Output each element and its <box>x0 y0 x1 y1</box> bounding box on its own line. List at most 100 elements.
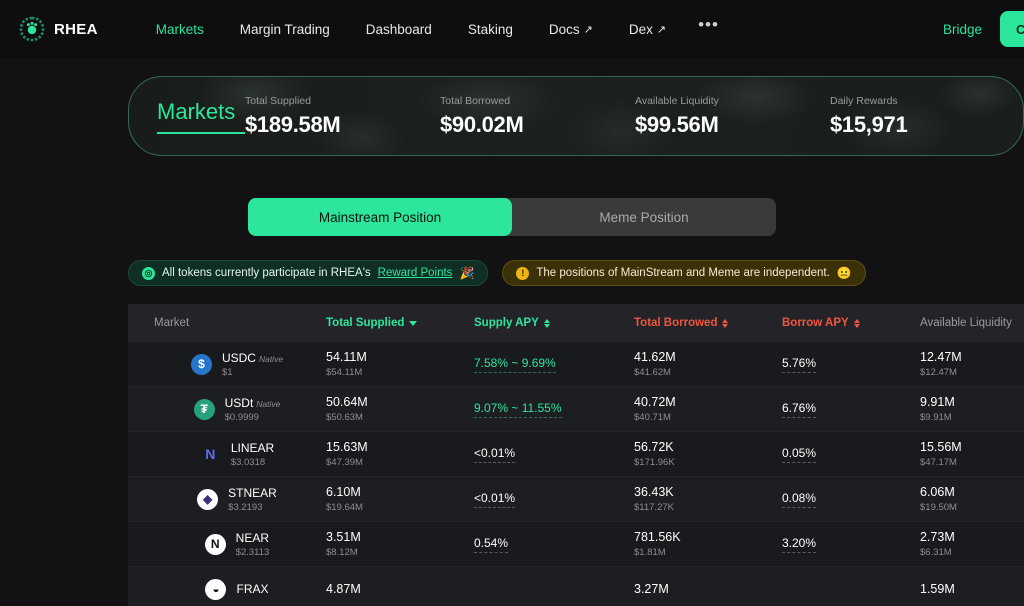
cell-available-liquidity: 2.73M $6.31M <box>920 530 1024 558</box>
sort-icon[interactable] <box>722 318 729 328</box>
reward-points-link[interactable]: Reward Points <box>377 267 453 279</box>
wreath-paw-logo-icon <box>18 15 46 43</box>
token-name: USDC Native <box>221 350 284 365</box>
nav-item-markets[interactable]: Markets <box>138 16 222 43</box>
nav-item-markets-label: Markets <box>155 21 204 37</box>
notice-text: All tokens currently participate in RHEA… <box>162 267 371 279</box>
neutral-face-emoji-icon: 😐 <box>836 266 852 280</box>
token-price: $3.0318 <box>230 456 266 468</box>
notice-text: The positions of MainStream and Meme are… <box>536 267 830 279</box>
total-supplied-usd: $54.11M <box>326 367 363 378</box>
cell-total-supplied: 3.51M $8.12M <box>326 530 474 558</box>
supply-apy-value[interactable]: <0.01% <box>474 446 516 463</box>
nav-item-dex[interactable]: Dex ↗ <box>611 16 684 43</box>
stat-value: $90.02M <box>440 111 524 137</box>
cell-total-borrowed: 36.43K $117.27K <box>634 485 782 513</box>
available-liquidity-usd: $12.47M <box>920 367 957 378</box>
table-body: $ USDC Native $1 54.11M $54.11M 7.58% ~ 9.69% 4… <box>128 342 1024 606</box>
column-header-supply-apy[interactable]: Supply APY <box>474 317 634 329</box>
total-borrowed-usd: $171.96K <box>634 457 675 468</box>
brand-logo-link[interactable]: RHEA <box>18 15 98 43</box>
available-liquidity-value: 6.06M <box>920 485 955 499</box>
nav-links: Markets Margin Trading Dashboard Staking… <box>138 16 733 43</box>
total-supplied-value: 3.51M <box>326 530 361 544</box>
cell-supply-apy: 0.54% <box>474 536 634 553</box>
cell-total-supplied: 54.11M $54.11M <box>326 350 474 378</box>
borrow-apy-value[interactable]: 0.08% <box>782 491 817 508</box>
toggle-mainstream-position[interactable]: Mainstream Position <box>248 198 512 236</box>
usdt-token-icon: ₮ <box>193 398 215 420</box>
hero-title-box: Markets <box>129 99 245 134</box>
token-meta: STNEAR $3.2193 <box>228 486 277 513</box>
connect-wallet-button[interactable]: C <box>1000 11 1024 47</box>
external-link-icon: ↗ <box>656 23 667 36</box>
page-title: Markets <box>157 98 236 124</box>
table-row[interactable]: N NEAR $2.3113 3.51M $8.12M 0.54% 781.56K $1.81… <box>128 522 1024 567</box>
total-supplied-value: 50.64M <box>326 395 368 409</box>
markets-table: Market Total Supplied Supply APY Total B… <box>128 304 1024 606</box>
table-row[interactable]: ₮ USDt Native $0.9999 50.64M $50.63M 9.07% ~ 1… <box>128 387 1024 432</box>
sort-desc-icon[interactable] <box>409 320 418 326</box>
total-borrowed-usd: $117.27K <box>634 502 674 513</box>
nav-item-margin-trading[interactable]: Margin Trading <box>222 16 348 43</box>
sort-icon[interactable] <box>853 318 860 328</box>
hero-section: Markets Total Supplied $189.58M Total Bo… <box>0 58 1024 156</box>
supply-apy-value[interactable]: 7.58% ~ 9.69% <box>474 356 556 373</box>
nav-item-dashboard[interactable]: Dashboard <box>348 16 450 43</box>
usdc-token-icon: $ <box>190 353 212 375</box>
position-toggle: Mainstream Position Meme Position <box>248 198 776 236</box>
table-header-row: Market Total Supplied Supply APY Total B… <box>128 304 1024 342</box>
column-header-borrow-apy[interactable]: Borrow APY <box>782 317 920 329</box>
position-toggle-wrap: Mainstream Position Meme Position <box>0 198 1024 236</box>
total-borrowed-usd: $41.62M <box>634 367 671 378</box>
toggle-meme-position[interactable]: Meme Position <box>599 209 689 225</box>
supply-apy-value[interactable]: 9.07% ~ 11.55% <box>474 401 562 418</box>
sort-icon[interactable] <box>543 318 550 328</box>
total-borrowed-value: 781.56K <box>634 530 681 544</box>
nav-item-staking[interactable]: Staking <box>450 16 531 43</box>
supply-apy-value[interactable]: <0.01% <box>474 491 516 508</box>
column-header-available-liquidity: Available Liquidity <box>920 317 1024 329</box>
column-label: Available Liquidity <box>920 317 1012 329</box>
bridge-link[interactable]: Bridge <box>942 21 982 37</box>
stat-value: $15,971 <box>830 111 908 137</box>
nav-more-icon[interactable]: ••• <box>698 15 719 34</box>
available-liquidity-value: 12.47M <box>920 350 962 364</box>
token-name-sub: Native <box>258 353 284 364</box>
column-header-total-supplied[interactable]: Total Supplied <box>326 317 474 329</box>
token-price: $0.9999 <box>224 411 259 423</box>
token-price: $2.3113 <box>235 546 270 558</box>
supply-apy-value[interactable]: 0.54% <box>474 536 509 553</box>
top-navbar: RHEA Markets Margin Trading Dashboard St… <box>0 0 1024 58</box>
column-header-total-borrowed[interactable]: Total Borrowed <box>634 317 782 329</box>
cell-total-borrowed: 3.27M <box>634 582 782 596</box>
total-borrowed-value: 40.72M <box>634 395 676 409</box>
token-price: $1 <box>221 366 233 378</box>
brand-name: RHEA <box>54 20 98 38</box>
table-row[interactable]: N LINEAR $3.0318 15.63M $47.39M <0.01% 56.72K $… <box>128 432 1024 477</box>
table-row[interactable]: ◒ FRAX 4.87M 3.27M 1.59M <box>128 567 1024 606</box>
frax-token-icon: ◒ <box>205 578 227 600</box>
navbar-right: Bridge C <box>943 0 1024 58</box>
borrow-apy-value[interactable]: 5.76% <box>782 356 817 373</box>
stat-total-borrowed: Total Borrowed $90.02M <box>440 95 635 138</box>
token-meta: USDC Native $1 <box>222 351 283 378</box>
cell-market: ◆ STNEAR $3.2193 <box>128 486 326 513</box>
available-liquidity-value: 2.73M <box>920 530 955 544</box>
cell-borrow-apy: 6.76% <box>782 401 920 418</box>
column-header-market: Market <box>128 317 326 329</box>
cell-available-liquidity: 15.56M $47.17M <box>920 440 1024 468</box>
borrow-apy-value[interactable]: 0.05% <box>782 446 817 463</box>
table-row[interactable]: $ USDC Native $1 54.11M $54.11M 7.58% ~ 9.69% 4… <box>128 342 1024 387</box>
token-name: LINEAR <box>230 440 275 455</box>
borrow-apy-value[interactable]: 6.76% <box>782 401 817 418</box>
column-label: Borrow APY <box>782 317 849 329</box>
available-liquidity-value: 15.56M <box>920 440 962 454</box>
table-row[interactable]: ◆ STNEAR $3.2193 6.10M $19.64M <0.01% 36.43K $1… <box>128 477 1024 522</box>
token-name: NEAR <box>235 530 270 545</box>
column-label: Total Supplied <box>326 317 405 329</box>
nav-item-dashboard-label: Dashboard <box>365 21 432 37</box>
nav-item-docs[interactable]: Docs ↗ <box>531 16 611 43</box>
notice-reward-points[interactable]: ◎ All tokens currently participate in RH… <box>128 260 489 286</box>
borrow-apy-value[interactable]: 3.20% <box>782 536 817 553</box>
